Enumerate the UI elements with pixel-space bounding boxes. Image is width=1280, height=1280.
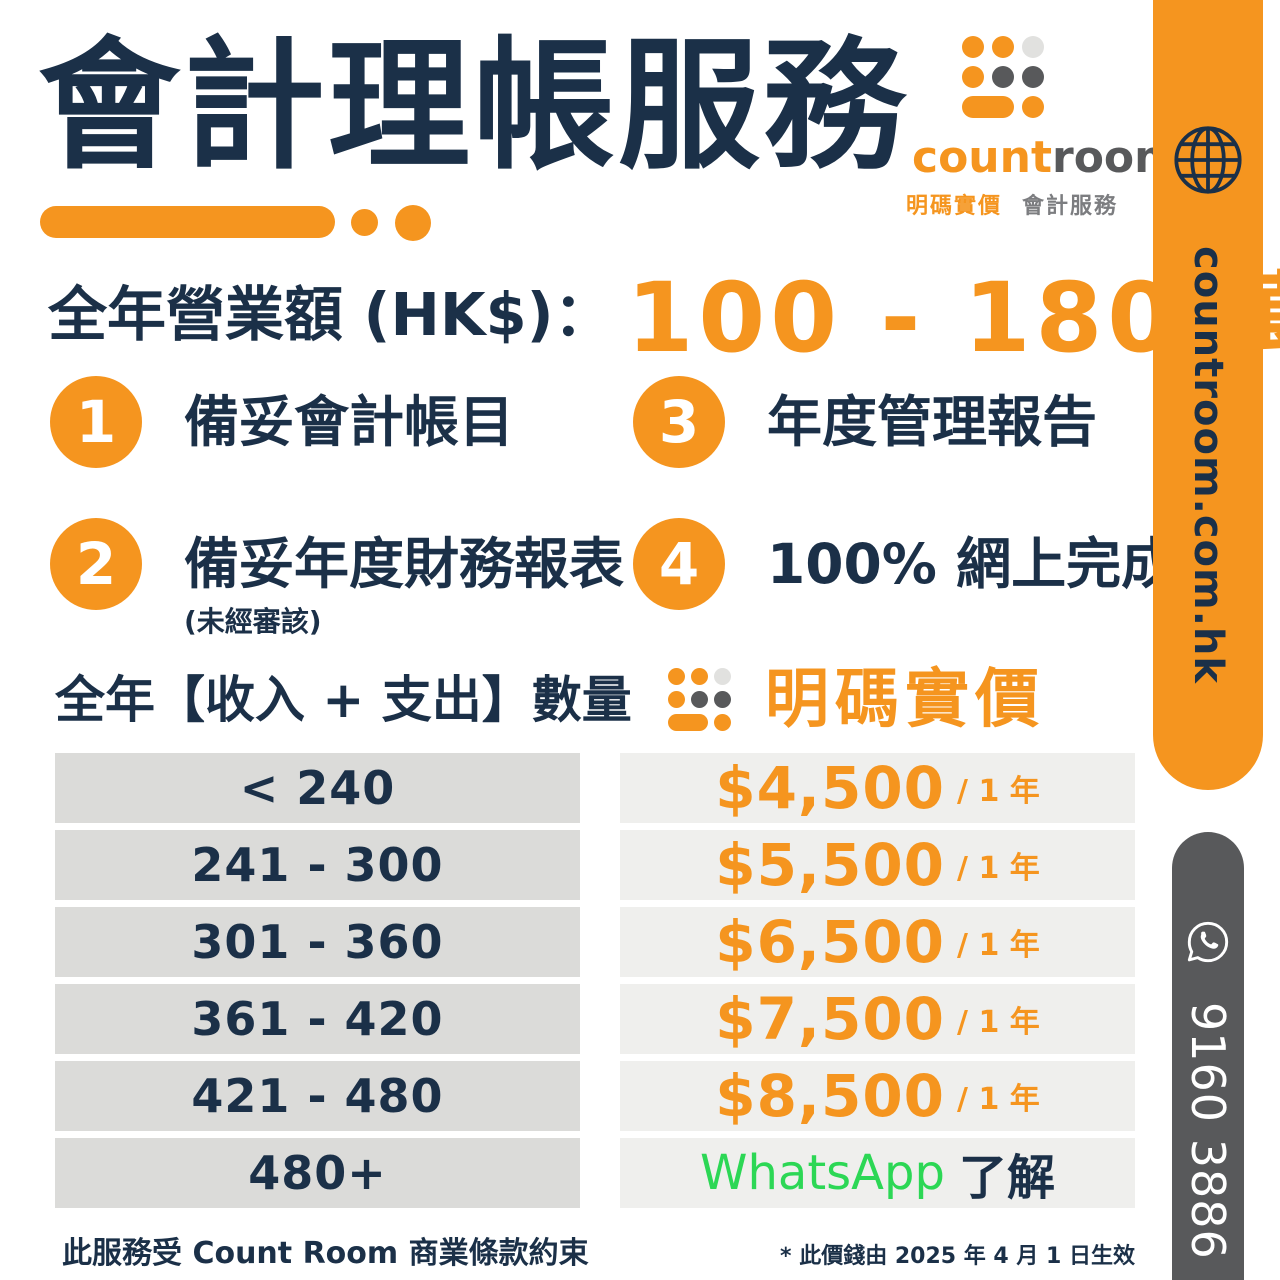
brand-wordmark: countroom [912,132,1180,183]
quantity-range-cell: 480+ [55,1138,580,1208]
globe-icon [1174,126,1242,194]
price-value: $8,500 [715,1062,946,1130]
pricing-logo-icon [668,668,731,731]
price-unit: / 1 年 [957,928,1040,963]
quantity-column-header: 全年【收入 + 支出】數量 [55,671,632,729]
price-column-header: 明碼實價 [765,663,1045,737]
table-row: 241 - 300 $5,500 / 1 年 [0,830,1280,900]
feature-4-text: 100% 網上完成 [767,532,1177,596]
price-unit: / 1 年 [957,774,1040,809]
quantity-range-cell: 421 - 480 [55,1061,580,1131]
whatsapp-cta[interactable]: WhatsApp 了解 [620,1138,1135,1208]
website-link[interactable]: countroom.com.hk [1185,246,1231,684]
tagline-left: 明碼實價 [905,194,1002,219]
countroom-logo-icon [962,36,1044,118]
divider-dot-large [395,205,431,241]
feature-1-text: 備妥會計帳目 [184,390,515,454]
table-row: 421 - 480 $8,500 / 1 年 [0,1061,1280,1131]
feature-2-text: 備妥年度財務報表 [184,532,625,596]
feature-2-number-badge: 2 [50,518,142,610]
price-cell: $4,500 / 1 年 [620,753,1135,823]
divider-bar [40,206,335,238]
quantity-range-cell: 301 - 360 [55,907,580,977]
wordmark-count: count [912,132,1052,183]
revenue-label: 全年營業額 (HK$)： [48,279,613,349]
revenue-line: 全年營業額 (HK$)： 100 - 180 萬 [48,256,1280,374]
table-row: 480+ WhatsApp 了解 [0,1138,1280,1208]
table-row: 361 - 420 $7,500 / 1 年 [0,984,1280,1054]
table-row: 301 - 360 $6,500 / 1 年 [0,907,1280,977]
price-effective-note: * 此價錢由 2025 年 4 月 1 日生效 [780,1244,1135,1269]
price-cell: $5,500 / 1 年 [620,830,1135,900]
price-value: $7,500 [715,985,946,1053]
website-sidebar: countroom.com.hk [1153,0,1263,790]
phone-sidebar: 9160 3886 [1172,832,1244,1280]
price-unit: / 1 年 [957,1082,1040,1117]
feature-2-note: (未經審該) [184,605,322,638]
whatsapp-icon [1187,921,1229,963]
price-cell: $7,500 / 1 年 [620,984,1135,1054]
phone-link[interactable]: 9160 3886 [1181,1002,1235,1260]
whatsapp-label: WhatsApp [700,1145,945,1201]
price-cell: $8,500 / 1 年 [620,1061,1135,1131]
price-unit: / 1 年 [957,851,1040,886]
quantity-range-cell: < 240 [55,753,580,823]
price-unit: / 1 年 [957,1005,1040,1040]
terms-text: 此服務受 Count Room 商業條款約束 [62,1236,589,1271]
brand-tagline: 明碼實價 會計服務 [906,188,1116,220]
feature-4-number-badge: 4 [633,518,725,610]
price-value: $5,500 [715,831,946,899]
feature-2: 2 備妥年度財務報表 (未經審該) [50,518,624,636]
whatsapp-suffix: 了解 [958,1150,1055,1206]
quantity-range-cell: 241 - 300 [55,830,580,900]
feature-4: 4 100% 網上完成 [633,518,1176,610]
tagline-right: 會計服務 [1022,194,1119,219]
quantity-range-cell: 361 - 420 [55,984,580,1054]
price-value: $4,500 [715,754,946,822]
feature-1-number-badge: 1 [50,376,142,468]
feature-3-text: 年度管理報告 [767,390,1098,454]
price-value: $6,500 [715,908,946,976]
table-row: < 240 $4,500 / 1 年 [0,753,1280,823]
price-cell: $6,500 / 1 年 [620,907,1135,977]
feature-3: 3 年度管理報告 [633,376,1097,468]
divider-dot-small [351,209,378,236]
feature-3-number-badge: 3 [633,376,725,468]
feature-1: 1 備妥會計帳目 [50,376,514,468]
page-title: 會計理帳服務 [38,24,908,189]
